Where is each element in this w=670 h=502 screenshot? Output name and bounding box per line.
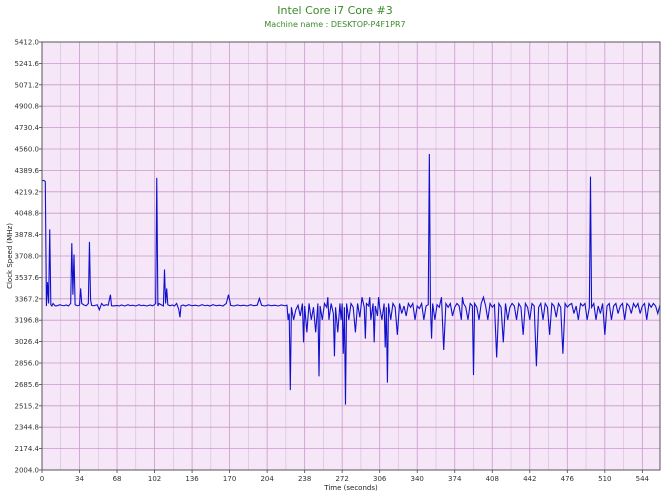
y-tick-label: 4048.8 bbox=[15, 210, 40, 218]
y-tick-label: 5412.0 bbox=[15, 39, 40, 47]
y-tick-label: 2174.4 bbox=[15, 445, 40, 453]
x-tick-label: 374 bbox=[448, 475, 462, 483]
y-axis-label: Clock Speed (MHz) bbox=[6, 223, 14, 289]
x-axis-label: Time (seconds) bbox=[323, 484, 378, 492]
grid bbox=[41, 41, 660, 471]
series-polyline bbox=[41, 154, 661, 405]
x-tick-label: 306 bbox=[373, 475, 387, 483]
x-tick-label: 340 bbox=[411, 475, 424, 483]
y-tick-label: 5071.2 bbox=[15, 81, 40, 89]
x-tick-label: 170 bbox=[223, 475, 236, 483]
x-tick-label: 68 bbox=[113, 475, 122, 483]
x-tick-label: 136 bbox=[185, 475, 199, 483]
y-tick-label: 3537.6 bbox=[15, 274, 40, 282]
x-tick-label: 204 bbox=[260, 475, 274, 483]
y-tick-label: 5241.6 bbox=[15, 60, 40, 68]
x-tick-label: 510 bbox=[598, 475, 611, 483]
x-tick-label: 544 bbox=[636, 475, 650, 483]
y-tick-label: 3708.0 bbox=[15, 253, 40, 261]
series-line bbox=[41, 154, 661, 405]
y-tick-label: 2856.0 bbox=[15, 360, 40, 368]
y-tick-label: 4730.4 bbox=[15, 124, 40, 132]
y-tick-label: 3196.8 bbox=[15, 317, 40, 325]
x-tick-label: 0 bbox=[40, 475, 44, 483]
x-tick-label: 34 bbox=[75, 475, 84, 483]
x-tick-label: 476 bbox=[561, 475, 575, 483]
y-tick-label: 2515.2 bbox=[15, 402, 40, 410]
y-tick-label: 2004.0 bbox=[15, 467, 40, 475]
y-tick-label: 2344.8 bbox=[15, 424, 40, 432]
y-tick-label: 4560.0 bbox=[15, 146, 40, 154]
y-tick-label: 3367.2 bbox=[15, 295, 40, 303]
x-tick-label: 238 bbox=[298, 475, 311, 483]
x-tick-label: 102 bbox=[148, 475, 161, 483]
chart-subtitle: Machine name : DESKTOP-P4F1PR7 bbox=[264, 20, 406, 29]
x-tick-label: 272 bbox=[335, 475, 348, 483]
y-tick-label: 4219.2 bbox=[15, 188, 40, 196]
y-tick-label: 4900.8 bbox=[15, 103, 40, 111]
y-tick-label: 3878.4 bbox=[15, 231, 40, 239]
y-tick-label: 4389.6 bbox=[15, 167, 40, 175]
y-tick-label: 3026.4 bbox=[15, 338, 40, 346]
x-tick-label: 442 bbox=[523, 475, 536, 483]
x-tick-label: 408 bbox=[486, 475, 499, 483]
plot-frame bbox=[41, 41, 661, 471]
chart-title: Intel Core i7 Core #3 bbox=[277, 4, 393, 17]
y-tick-label: 2685.6 bbox=[15, 381, 40, 389]
